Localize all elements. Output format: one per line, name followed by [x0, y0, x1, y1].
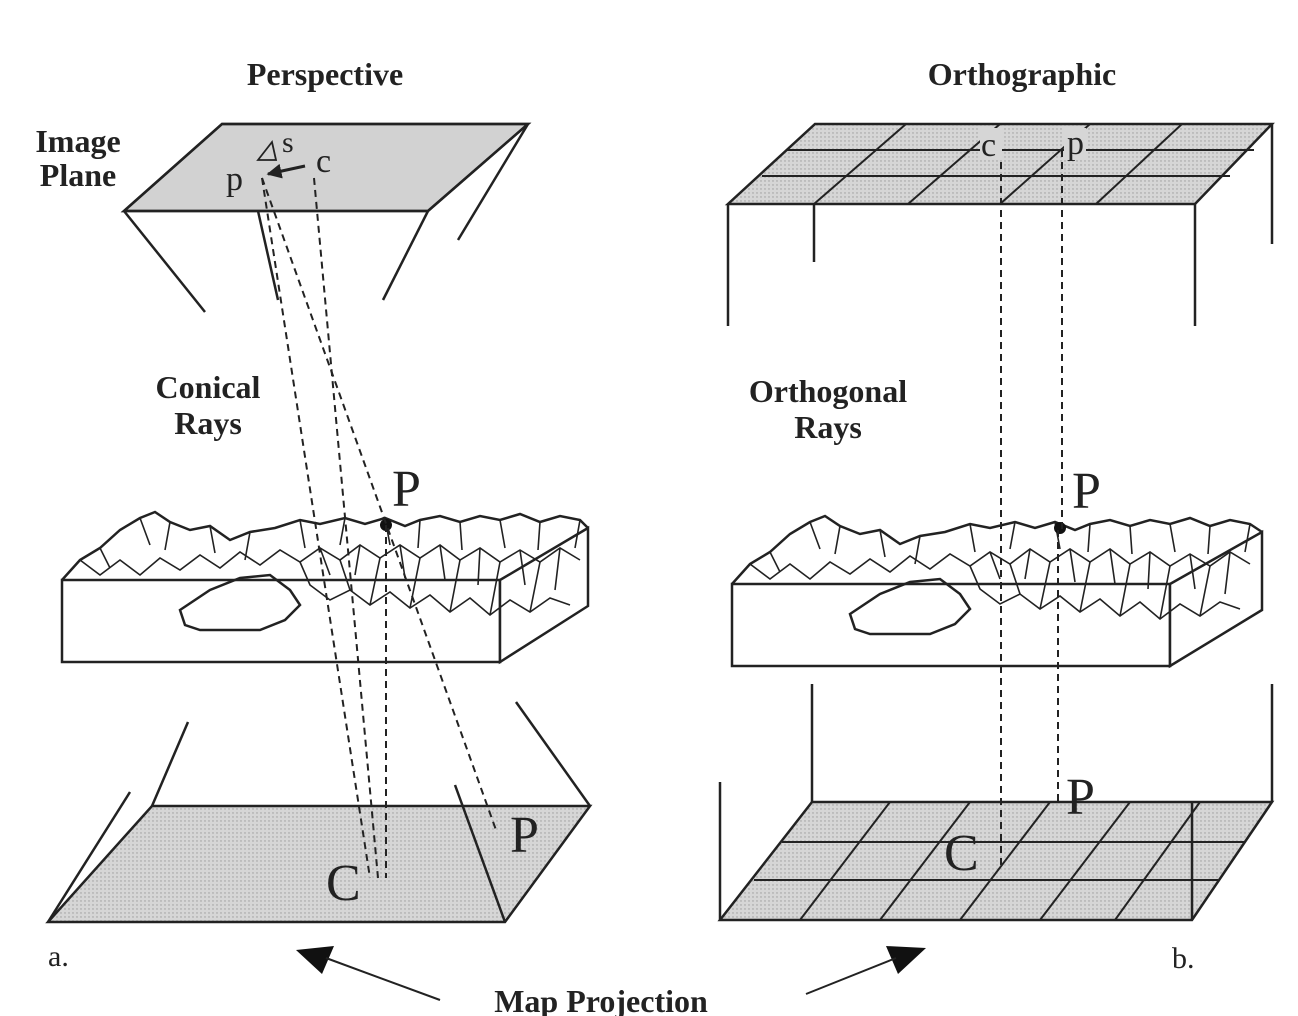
orthographic-panel: [717, 122, 1275, 922]
orthographic-title: Orthographic: [928, 56, 1116, 92]
right-map-grid: [754, 801, 1245, 921]
orthogonal-rays-label-line2: Rays: [794, 409, 862, 445]
conical-rays-label-line2: Rays: [174, 405, 242, 441]
left-ground-point-label: P: [392, 461, 421, 518]
left-map-point-C: C: [326, 855, 361, 912]
right-map-point-C: C: [944, 825, 979, 882]
left-map-point-P: P: [510, 807, 539, 864]
right-ground-point-label: P: [1072, 463, 1101, 520]
left-frustum-lower: [46, 701, 592, 923]
left-image-point-p: p: [226, 161, 243, 198]
right-arrowhead-icon: [886, 946, 926, 974]
perspective-title: Perspective: [247, 56, 403, 92]
left-conical-rays: [261, 177, 497, 879]
map-projection-caption: Map Projection: [494, 983, 708, 1016]
orthogonal-rays-label-line1: Orthogonal: [749, 373, 907, 409]
image-plane-label-line2: Plane: [40, 157, 116, 193]
left-terrain-block: [60, 510, 590, 665]
panel-letter-a: a.: [48, 940, 69, 973]
right-map-point-P: P: [1066, 769, 1095, 826]
right-terrain-block: [730, 514, 1264, 669]
left-image-point-s: s: [282, 126, 294, 159]
map-projection-arrows: [296, 946, 926, 1001]
right-map-plane: [717, 800, 1275, 922]
image-plane-label-line1: Image: [35, 123, 120, 159]
panel-letter-b: b.: [1172, 942, 1195, 975]
conical-rays-label-line1: Conical: [156, 369, 261, 405]
perspective-panel: [45, 122, 593, 924]
right-image-point-p: p: [1067, 125, 1084, 162]
right-ground-point: [1054, 522, 1066, 534]
right-frustum-lower: [718, 684, 1274, 920]
left-arrowhead-icon: [296, 946, 334, 974]
left-map-plane: [45, 804, 593, 924]
right-orthogonal-rays: [1000, 150, 1063, 870]
left-image-point-c: c: [316, 143, 331, 180]
right-frustum-upper: [726, 124, 1274, 326]
left-frustum-upper: [123, 123, 530, 313]
right-image-point-c: c: [981, 127, 996, 164]
